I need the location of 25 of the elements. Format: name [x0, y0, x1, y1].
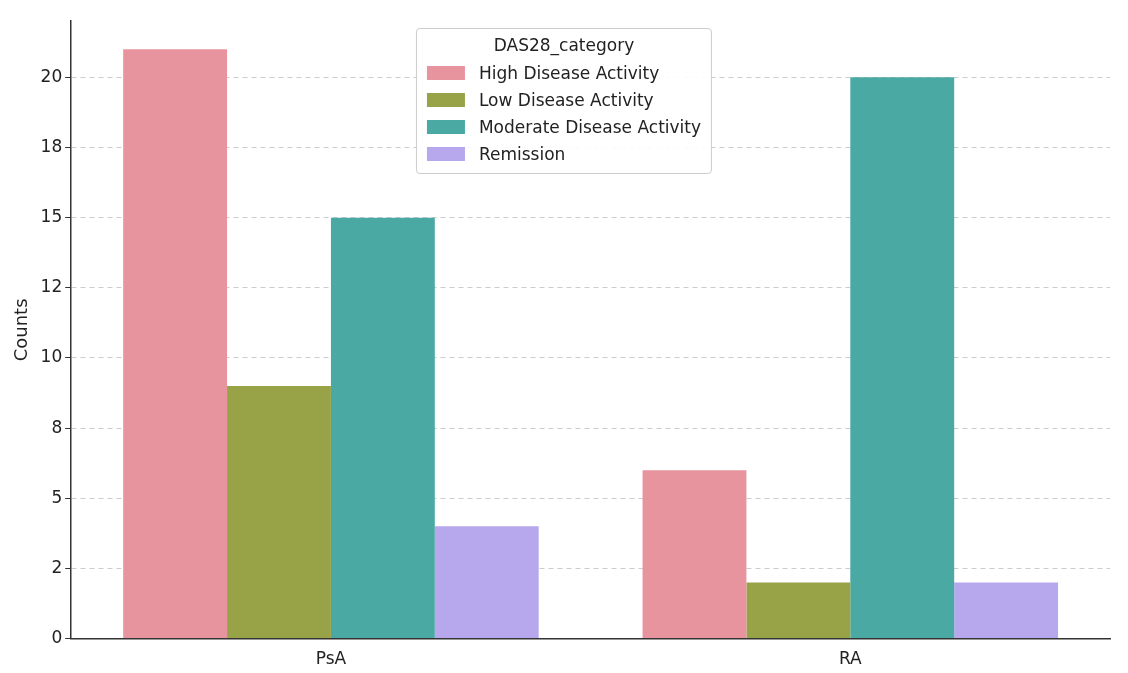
y-tick-label: 10 [40, 346, 63, 367]
bar [330, 217, 435, 639]
y-axis-title: Counts [10, 298, 32, 362]
bar [850, 77, 955, 639]
legend-label: Low Disease Activity [478, 89, 654, 110]
y-tick-label: 18 [40, 135, 63, 156]
y-tick-label: 20 [40, 65, 63, 86]
legend-label: Remission [478, 143, 566, 164]
bar [227, 386, 331, 639]
legend-label: High Disease Activity [478, 62, 660, 83]
bar [746, 582, 851, 639]
bar [954, 582, 1059, 639]
y-tick-label: 0 [51, 627, 63, 648]
x-tick-label: RA [838, 648, 863, 669]
y-tick-label: 12 [40, 276, 63, 297]
bar [123, 49, 228, 639]
legend-title: DAS28_category [492, 35, 636, 55]
bar [642, 470, 747, 639]
y-tick-label: 8 [51, 416, 63, 437]
y-tick-label: 15 [40, 206, 63, 227]
bar [434, 526, 539, 639]
x-tick-label: PsA [315, 648, 347, 669]
y-tick-label: 5 [51, 486, 63, 507]
y-tick-label: 2 [51, 556, 63, 577]
legend-label: Moderate Disease Activity [478, 116, 702, 137]
